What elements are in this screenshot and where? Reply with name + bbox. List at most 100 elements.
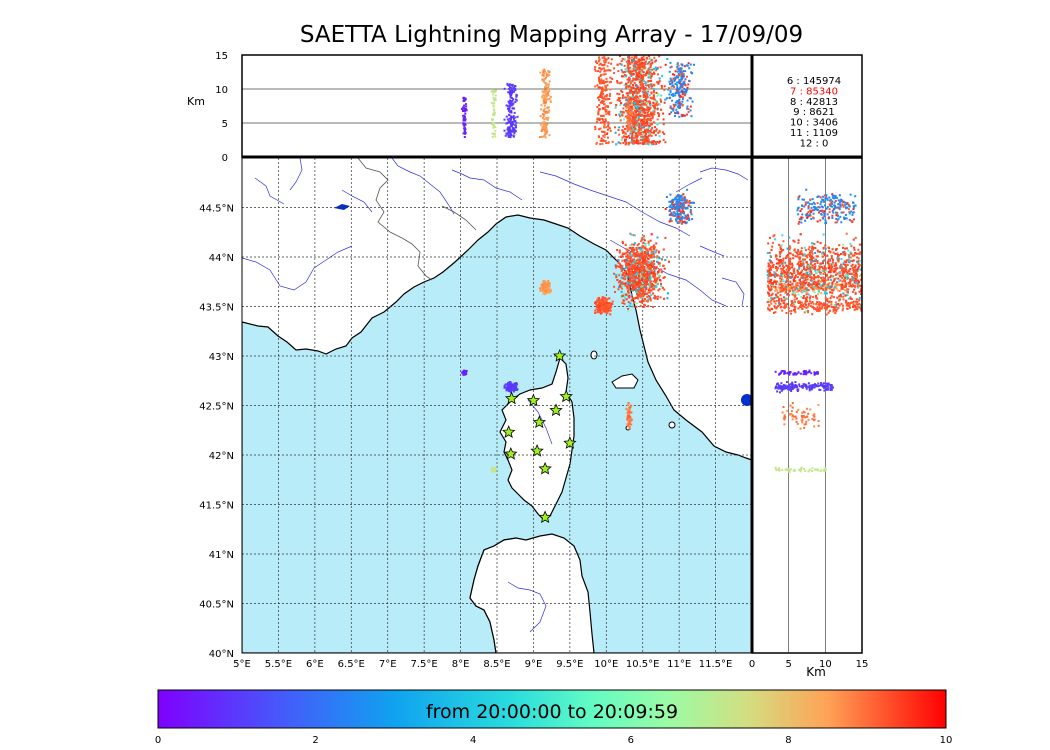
lightning-point	[633, 116, 636, 119]
lightning-point	[689, 63, 692, 66]
lightning-point	[462, 106, 465, 109]
lightning-point	[658, 262, 661, 265]
lightning-point	[634, 107, 637, 110]
lightning-point	[802, 383, 805, 386]
lightning-point	[604, 85, 607, 88]
lightning-point	[628, 425, 631, 428]
lightning-point	[628, 76, 631, 79]
lightning-point	[464, 118, 467, 121]
lightning-point	[652, 102, 655, 105]
lightning-point	[672, 95, 675, 98]
lightning-point	[631, 107, 634, 110]
lightning-point	[543, 68, 546, 71]
lightning-point	[506, 105, 509, 108]
lightning-point	[649, 278, 652, 281]
lightning-point	[599, 62, 602, 65]
lightning-point	[807, 302, 810, 305]
lightning-point	[675, 76, 678, 79]
lightning-point	[663, 288, 666, 291]
lightning-point	[622, 111, 625, 114]
lightning-point	[639, 138, 642, 141]
lightning-point	[637, 66, 640, 69]
lightning-point	[512, 388, 515, 391]
lightning-point	[596, 298, 599, 301]
lightning-point	[503, 384, 506, 387]
lightning-point	[604, 118, 607, 121]
lightning-point	[684, 70, 687, 73]
lightning-point	[662, 138, 665, 141]
lightning-point	[632, 246, 635, 249]
lightning-point	[682, 72, 685, 75]
lightning-point	[640, 267, 643, 270]
lightning-point	[626, 249, 629, 252]
lightning-point	[549, 289, 552, 292]
lightning-point	[637, 130, 640, 133]
lightning-point	[626, 66, 629, 69]
lightning-point	[636, 142, 639, 145]
lightning-point	[547, 94, 550, 97]
lightning-point	[464, 107, 467, 110]
lightning-point	[511, 84, 514, 87]
lightning-point	[623, 284, 626, 287]
lightning-point	[657, 103, 660, 106]
lightning-point	[542, 292, 545, 295]
lightning-point	[791, 383, 794, 386]
lightning-point	[647, 243, 650, 246]
lightning-point	[636, 100, 639, 103]
lightning-point	[825, 313, 828, 316]
lightning-point	[687, 204, 690, 207]
lightning-point	[644, 96, 647, 99]
lightning-point	[543, 70, 546, 73]
lightning-point	[820, 384, 823, 387]
lightning-point	[817, 469, 820, 472]
lightning-point	[691, 72, 694, 75]
lightning-point	[635, 248, 638, 251]
lightning-point	[463, 116, 466, 119]
lightning-point	[793, 285, 796, 288]
lightning-point	[641, 124, 644, 127]
lightning-point	[801, 305, 804, 308]
lightning-point	[668, 93, 671, 96]
lightning-point	[622, 299, 625, 302]
lightning-point	[494, 90, 497, 93]
lightning-point	[598, 98, 601, 101]
lightning-point	[605, 95, 608, 98]
lightning-point	[595, 308, 598, 311]
lightning-point	[492, 96, 495, 99]
lightning-point	[648, 284, 651, 287]
lightning-point	[513, 128, 516, 131]
lightning-point	[627, 59, 630, 62]
lightning-point	[633, 265, 636, 268]
lightning-point	[647, 291, 650, 294]
lightning-point	[643, 88, 646, 91]
lightning-point	[649, 117, 652, 120]
lightning-point	[652, 94, 655, 97]
chart-title: SAETTA Lightning Mapping Array - 17/09/0…	[299, 22, 804, 48]
lightning-point	[623, 282, 626, 285]
lightning-point	[637, 106, 640, 109]
lightning-point	[808, 385, 811, 388]
lightning-point	[635, 279, 638, 282]
lightning-point	[511, 85, 514, 88]
lightning-point	[781, 309, 784, 312]
lightning-point	[658, 77, 661, 80]
lightning-point	[631, 288, 634, 291]
lightning-point	[679, 83, 682, 86]
side-lightning-points	[766, 188, 862, 473]
lightning-point	[798, 383, 801, 386]
lightning-point	[510, 91, 513, 94]
lightning-point	[812, 386, 815, 389]
lightning-point	[614, 266, 617, 269]
lightning-point	[610, 302, 613, 305]
lightning-point	[681, 75, 684, 78]
lightning-point	[542, 79, 545, 82]
lightning-point	[634, 279, 637, 282]
lightning-point	[543, 107, 546, 110]
lightning-point	[630, 127, 633, 130]
lightning-point	[827, 311, 830, 314]
lightning-point	[643, 262, 646, 265]
lightning-point	[676, 210, 679, 213]
lightning-point	[623, 140, 626, 143]
lightning-point	[620, 81, 623, 84]
lightning-point	[641, 113, 644, 116]
